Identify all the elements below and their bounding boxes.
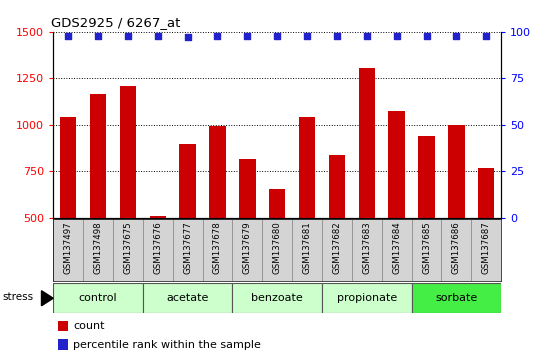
Text: GSM137675: GSM137675 [123,221,132,274]
Point [422,33,431,39]
Point [392,33,401,39]
Text: GSM137682: GSM137682 [333,221,342,274]
Polygon shape [41,291,53,306]
Point [452,33,461,39]
Text: GSM137683: GSM137683 [362,221,371,274]
Bar [143,219,172,281]
Bar [232,283,322,313]
Text: percentile rank within the sample: percentile rank within the sample [73,339,261,350]
Text: GSM137680: GSM137680 [273,221,282,274]
Bar [448,125,465,218]
Text: GSM137676: GSM137676 [153,221,162,274]
Bar [172,219,203,281]
Bar [90,94,106,218]
Bar [83,219,113,281]
Text: GSM137498: GSM137498 [94,221,102,274]
Bar [150,216,166,218]
Bar [53,219,83,281]
Bar [262,219,292,281]
Point [183,35,192,40]
Point [273,33,282,39]
Point [123,33,132,39]
Bar [292,219,322,281]
Bar [143,283,232,313]
Text: GSM137679: GSM137679 [243,221,252,274]
Text: GSM137497: GSM137497 [64,221,73,274]
Bar [58,339,68,350]
Bar [412,219,441,281]
Bar [113,219,143,281]
Point [243,33,252,39]
Text: benzoate: benzoate [251,293,303,303]
Point [153,33,162,39]
Bar [389,111,405,218]
Bar [232,219,262,281]
Point [64,33,73,39]
Bar [322,283,412,313]
Text: GSM137686: GSM137686 [452,221,461,274]
Text: GSM137687: GSM137687 [482,221,491,274]
Text: control: control [79,293,117,303]
Bar [441,219,472,281]
Bar [358,68,375,218]
Text: GSM137685: GSM137685 [422,221,431,274]
Text: GSM137678: GSM137678 [213,221,222,274]
Text: GSM137684: GSM137684 [392,221,401,274]
Bar [239,159,255,218]
Bar [472,219,501,281]
Text: acetate: acetate [166,293,209,303]
Bar [53,283,143,313]
Bar [179,144,196,218]
Bar [203,219,232,281]
Bar [418,136,435,218]
Text: propionate: propionate [337,293,397,303]
Text: GSM137677: GSM137677 [183,221,192,274]
Bar [58,320,68,331]
Point [333,33,342,39]
Bar [322,219,352,281]
Point [362,33,371,39]
Bar [209,126,226,218]
Bar [352,219,382,281]
Bar [412,283,501,313]
Bar [269,189,286,218]
Point [482,33,491,39]
Point [94,33,102,39]
Point [213,33,222,39]
Text: GSM137681: GSM137681 [302,221,311,274]
Point [302,33,311,39]
Text: count: count [73,321,105,331]
Bar [60,118,76,218]
Bar [478,167,494,218]
Bar [299,118,315,218]
Text: GDS2925 / 6267_at: GDS2925 / 6267_at [51,16,180,29]
Bar [382,219,412,281]
Bar [329,154,345,218]
Bar [120,86,136,218]
Text: stress: stress [3,292,34,302]
Text: sorbate: sorbate [435,293,478,303]
